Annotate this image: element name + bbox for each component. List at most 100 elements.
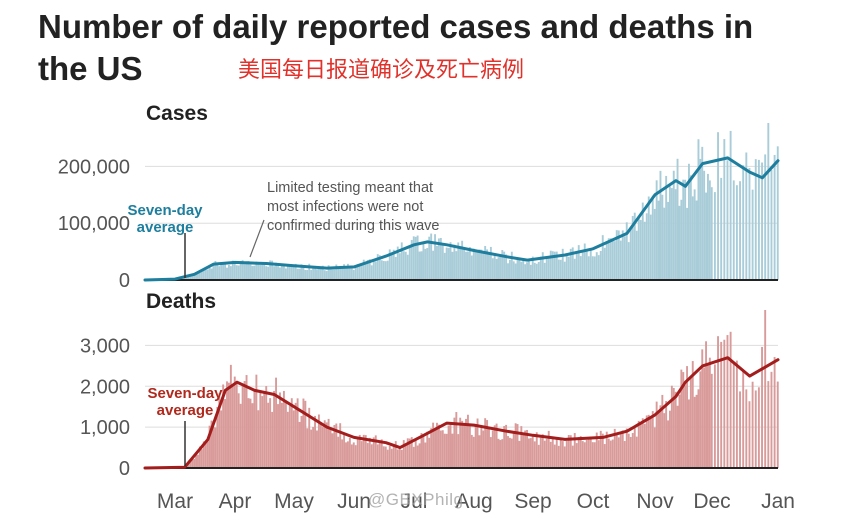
cases-daily-bar (764, 154, 767, 280)
deaths-daily-bar (497, 438, 500, 468)
cases-daily-bar (653, 208, 656, 280)
cases-daily-bar (751, 189, 754, 280)
cases-daily-bar (703, 170, 706, 280)
deaths-daily-bar (605, 431, 608, 468)
deaths-daily-bar (422, 435, 425, 468)
deaths-daily-bar (653, 427, 656, 468)
cases-daily-bar (310, 269, 313, 280)
cases-daily-bar (655, 180, 658, 280)
cases-ytick-label: 0 (119, 270, 130, 292)
deaths-daily-bar (637, 420, 640, 468)
cases-daily-bar (434, 234, 436, 280)
deaths-daily-bar (489, 437, 492, 468)
deaths-daily-bar (408, 438, 411, 468)
deaths-daily-bar (647, 414, 650, 468)
deaths-daily-bar (657, 411, 660, 468)
deaths-daily-bar (672, 388, 675, 468)
cases-daily-bar (691, 196, 694, 280)
deaths-daily-bar (424, 442, 427, 468)
cases-panel-title: Cases (146, 102, 208, 125)
cases-daily-bar (682, 179, 685, 280)
deaths-daily-bar (279, 392, 281, 468)
deaths-daily-bar (310, 429, 313, 468)
deaths-daily-bar (275, 377, 277, 468)
cases-daily-bar (569, 248, 572, 280)
deaths-daily-bar (649, 416, 652, 468)
cases-daily-bar (206, 269, 209, 280)
deaths-daily-bar (187, 463, 190, 468)
deaths-daily-bar (735, 360, 738, 468)
deaths-seven-day-average-label: Seven-day average (147, 385, 223, 419)
deaths-daily-bar (455, 412, 458, 468)
deaths-daily-bar (663, 413, 666, 468)
cases-daily-bar (370, 265, 373, 280)
cases-daily-bar (259, 264, 262, 280)
cases-daily-bar (617, 230, 620, 280)
cases-daily-bar (447, 248, 450, 280)
cases-daily-bar (583, 243, 586, 280)
deaths-daily-bar (557, 445, 560, 468)
cases-daily-bar (224, 263, 227, 280)
deaths-daily-bar (392, 445, 395, 468)
cases-daily-bar (676, 158, 679, 280)
deaths-daily-bar (693, 396, 696, 468)
cases-daily-bar (449, 242, 452, 280)
cases-daily-bar (555, 251, 558, 280)
cases-daily-bar (468, 247, 471, 280)
cases-daily-bar (710, 187, 713, 280)
cases-daily-bar (269, 260, 272, 280)
deaths-daily-bar (237, 393, 240, 468)
deaths-daily-bar (231, 385, 234, 468)
deaths-daily-bar (478, 435, 481, 468)
deaths-daily-bar (226, 381, 228, 468)
deaths-daily-bar (635, 436, 638, 468)
deaths-daily-bar (333, 425, 336, 468)
cases-daily-bar (424, 248, 427, 280)
cases-daily-bar (281, 264, 283, 280)
cases-daily-bar (402, 251, 405, 280)
cases-daily-bar (400, 242, 403, 280)
cases-daily-bar (767, 123, 770, 280)
cases-daily-bar (732, 180, 735, 280)
deaths-daily-bar (302, 398, 305, 468)
cases-daily-bar (571, 247, 574, 280)
deaths-daily-bar (402, 440, 405, 468)
deaths-daily-bar (599, 430, 602, 468)
cases-daily-bar (191, 273, 194, 280)
deaths-daily-bar (514, 423, 517, 468)
deaths-panel-title: Deaths (146, 290, 216, 313)
deaths-daily-bar (577, 437, 580, 468)
deaths-daily-bar (208, 425, 211, 468)
cases-daily-bar (613, 241, 616, 280)
deaths-daily-bar (707, 365, 709, 468)
cases-daily-bar (398, 253, 401, 280)
cases-daily-bar (412, 236, 415, 280)
cases-annotation-pointer (249, 219, 265, 258)
cases-daily-bar (426, 247, 429, 280)
deaths-daily-bar (609, 440, 612, 468)
deaths-daily-bar (745, 389, 748, 468)
cases-daily-bar (327, 265, 330, 280)
cases-daily-bar (520, 261, 523, 280)
deaths-daily-bar (713, 364, 716, 468)
deaths-daily-bar (189, 459, 192, 468)
deaths-daily-bar (212, 426, 215, 468)
cases-daily-bar (275, 262, 277, 280)
cases-daily-bar (300, 264, 303, 280)
cases-daily-bar (757, 159, 760, 280)
deaths-daily-bar (659, 405, 662, 468)
deaths-daily-bar (414, 438, 417, 468)
cases-daily-bar (726, 160, 729, 280)
cases-daily-bar (748, 167, 751, 280)
deaths-daily-bar (245, 375, 248, 468)
deaths-daily-bar (314, 415, 316, 468)
watermark: @GBXPhilg (368, 490, 464, 509)
deaths-daily-bar (739, 391, 741, 468)
cases-daily-bar (422, 241, 425, 280)
cases-daily-bar (451, 251, 454, 280)
cases-daily-bar (488, 253, 490, 280)
deaths-daily-bar (601, 433, 604, 468)
cases-daily-bar (314, 267, 316, 280)
chart-subtitle-chinese: 美国每日报道确诊及死亡病例 (238, 58, 525, 83)
deaths-daily-bar (507, 436, 509, 468)
